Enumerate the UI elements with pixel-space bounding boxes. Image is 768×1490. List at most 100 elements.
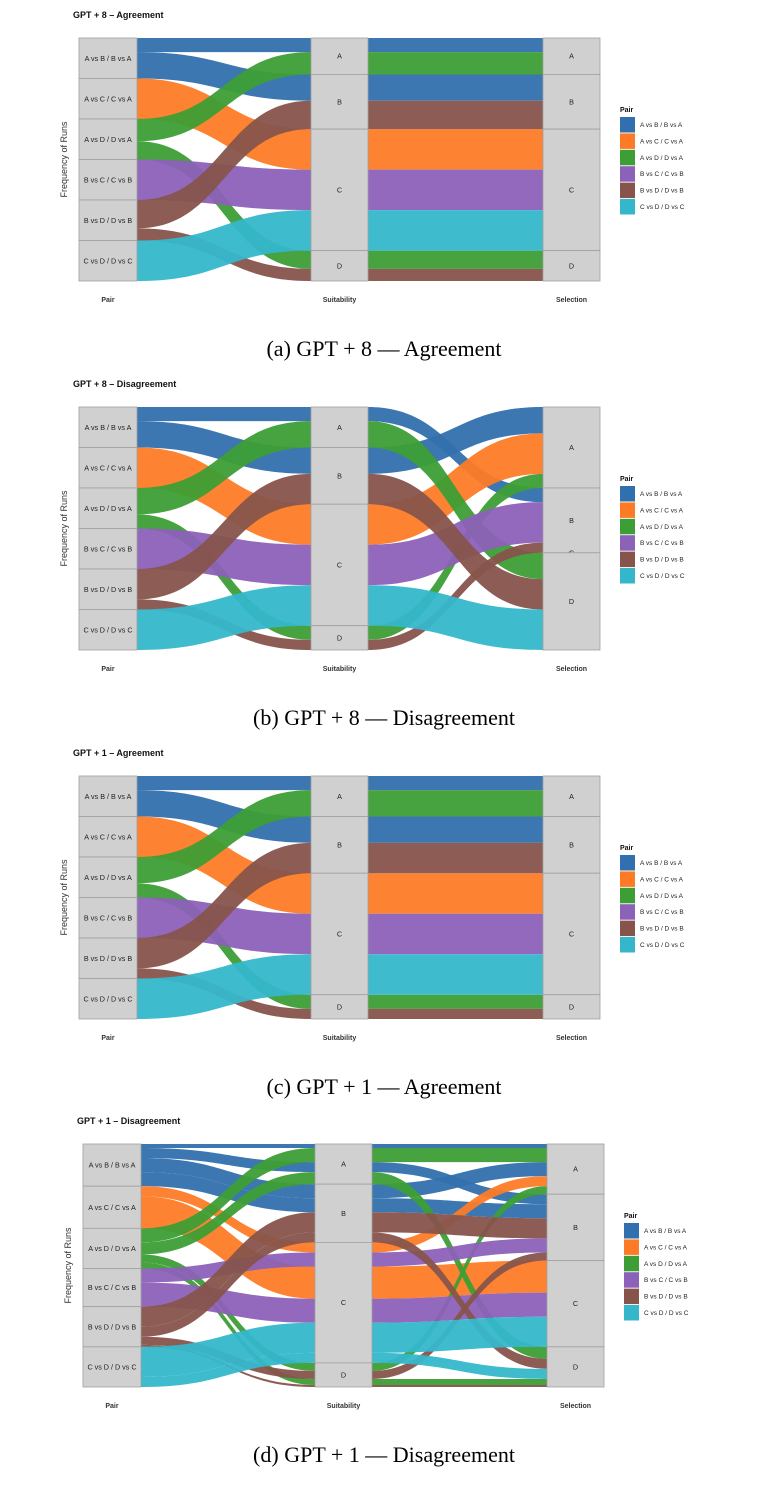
flow-suitability-to-selection [368, 873, 543, 914]
caption-c: (c) GPT + 1 — Agreement [266, 1074, 502, 1099]
legend-label: C vs D / D vs C [640, 942, 685, 949]
legend-swatch [624, 1255, 639, 1272]
flow-pair-to-suitability [137, 790, 311, 884]
flows [137, 38, 543, 281]
stratum-label: D [569, 261, 574, 270]
legend-label: B vs D / D vs B [644, 1294, 688, 1301]
flow-pair-to-suitability [137, 585, 311, 650]
stratum-pair [82, 1185, 142, 1229]
legend-label: A vs D / D vs A [640, 524, 684, 531]
stratum-label: B vs C / C vs B [88, 1283, 137, 1292]
stratum-pair [78, 487, 138, 529]
axis-label-suitability: Suitability [323, 666, 357, 673]
stratum-pair [78, 937, 138, 979]
legend-title: Pair [620, 107, 634, 114]
stratum-label: B vs C / C vs B [84, 913, 133, 922]
stratum-label: B [573, 1223, 578, 1232]
stratum-suitability [310, 74, 369, 130]
flow-suitability-to-selection [372, 1172, 547, 1359]
stratum-label: B [341, 1209, 346, 1218]
stratum-selection [542, 994, 601, 1020]
flow-pair-to-suitability [137, 447, 311, 545]
stratum-suitability [310, 994, 369, 1020]
stratum-pair [78, 199, 138, 241]
stratum-suitability [310, 447, 369, 505]
flow-pair-to-suitability [137, 473, 311, 600]
flow-suitability-to-selection [368, 38, 543, 53]
flow-suitability-to-selection [372, 1144, 547, 1149]
stratum-selection [542, 128, 601, 252]
flow-suitability-to-selection [372, 1292, 547, 1323]
legend-label: C vs D / D vs C [640, 204, 685, 211]
stratum-label: C vs D / D vs C [83, 625, 132, 634]
stratum-label: C [337, 185, 342, 194]
stratum-suitability [310, 128, 369, 252]
legend-swatch [624, 1239, 639, 1255]
stratum-label: C [569, 929, 574, 938]
flow-suitability-to-selection [368, 407, 543, 503]
flow-suitability-to-selection [372, 1384, 547, 1387]
flow-pair-to-suitability [137, 883, 311, 1009]
flow-pair-to-suitability [137, 407, 311, 422]
axis-label-pair: Pair [101, 297, 115, 304]
legend-swatch [620, 920, 635, 937]
flow-suitability-to-selection [368, 1008, 543, 1019]
stratum-label: C vs D / D vs C [83, 256, 132, 265]
flow-suitability-to-selection [368, 816, 543, 843]
legend-label: B vs C / C vs B [640, 171, 684, 178]
stratum-label: C [569, 185, 574, 194]
legend-swatch [620, 535, 635, 551]
flow-suitability-to-selection [368, 994, 543, 1009]
legend-label: C vs D / D vs C [640, 573, 685, 580]
flow-suitability-to-selection [368, 585, 543, 650]
flow-suitability-to-selection [368, 250, 543, 269]
legend: Pair A vs B / B vs A A vs C / C vs A A vs D… [620, 107, 685, 215]
legend-swatch [624, 1288, 639, 1305]
legend-label: B vs C / C vs B [644, 1277, 688, 1284]
flow-pair-to-suitability [141, 1212, 315, 1327]
stratum-label: B vs D / D vs B [84, 585, 133, 594]
legend-label: A vs D / D vs A [644, 1261, 688, 1268]
stratum-pair [78, 775, 138, 817]
legend-swatch [624, 1223, 639, 1239]
legend-label: C vs D / D vs C [644, 1310, 689, 1317]
stratum-suitability [310, 775, 369, 817]
stratum-label: D [569, 597, 574, 606]
legend-label: A vs C / C vs A [640, 138, 684, 145]
stratum-label: D [341, 1370, 346, 1379]
flow-pair-to-suitability [141, 1262, 315, 1385]
figure-a: GPT + 8 – Agreement A vs B / B vs A A vs C… [0, 0, 768, 369]
legend-label: B vs C / C vs B [640, 909, 684, 916]
chart-title: GPT + 1 – Disagreement [77, 1116, 180, 1126]
flow-pair-to-suitability [137, 790, 311, 843]
flow-pair-to-suitability [137, 38, 311, 53]
flow-suitability-to-selection [372, 1238, 547, 1267]
stratum-label: A vs D / D vs A [84, 873, 132, 882]
stratum-label: B [337, 471, 342, 480]
stratum-pair [78, 528, 138, 570]
stratum-label: B [337, 97, 342, 106]
stratum-selection [542, 37, 601, 75]
flow-pair-to-suitability [137, 100, 311, 229]
stratum-label: A vs C / C vs A [84, 832, 132, 841]
stratum-pair [78, 159, 138, 201]
stratum-label: B vs C / C vs B [84, 544, 133, 553]
flow-pair-to-suitability [141, 1352, 315, 1387]
flow-pair-to-suitability [137, 78, 311, 170]
stratum-pair [78, 118, 138, 160]
figure-c: GPT + 1 – Agreement A vs B / B vs A A vs C… [0, 738, 768, 1107]
flow-suitability-to-selection [372, 1378, 547, 1385]
axis-label-suitability: Suitability [323, 1035, 357, 1042]
stratum-selection [546, 1143, 605, 1195]
legend: Pair A vs B / B vs A A vs C / C vs A A vs D… [620, 845, 685, 953]
stratum-label: B vs C / C vs B [84, 175, 133, 184]
legend-label: A vs C / C vs A [644, 1244, 688, 1251]
flow-pair-to-suitability [137, 897, 311, 955]
legend-label: B vs C / C vs B [640, 540, 684, 547]
stratum-label: A vs C / C vs A [88, 1203, 136, 1212]
stratum-pair [78, 447, 138, 489]
stratum-label: A vs B / B vs A [85, 54, 132, 63]
legend-label: B vs D / D vs B [640, 188, 684, 195]
axis-label-pair: Pair [101, 1035, 115, 1042]
y-axis-label: Frequency of Runs [59, 859, 69, 936]
